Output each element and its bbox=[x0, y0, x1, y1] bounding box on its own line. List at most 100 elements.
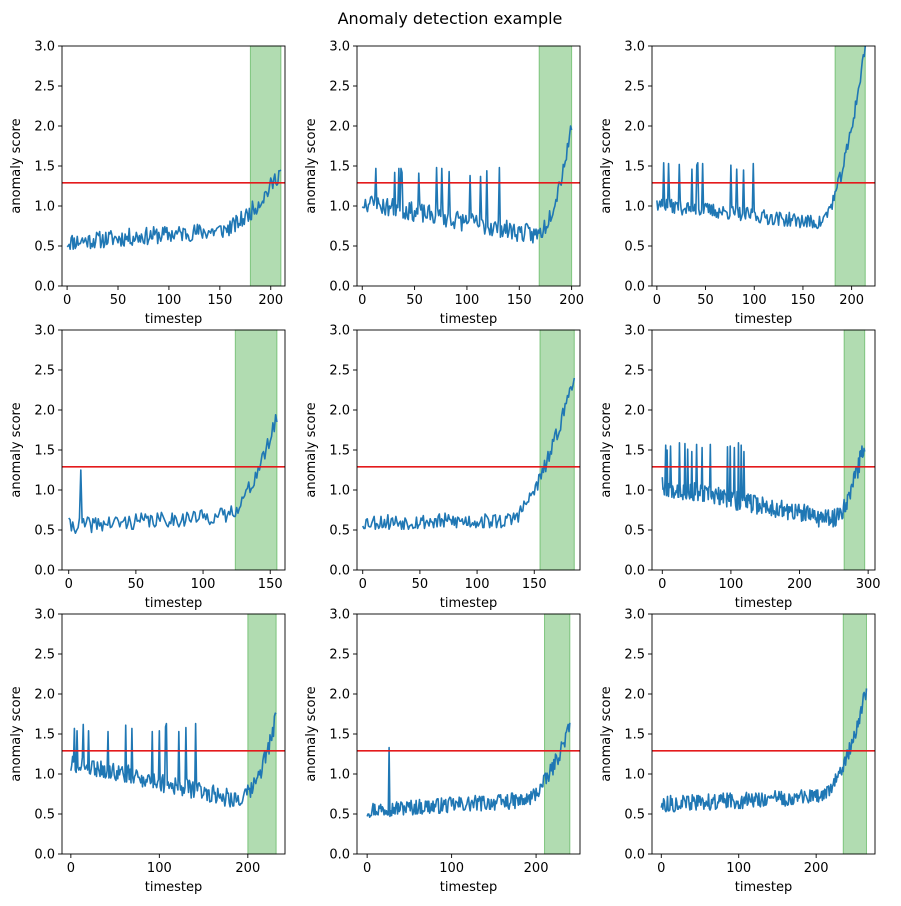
y-tick-label: 1.0 bbox=[624, 200, 645, 215]
y-tick-label: 0.0 bbox=[624, 848, 645, 863]
y-axis-label: anomaly score bbox=[9, 402, 24, 497]
x-tick-label: 150 bbox=[507, 293, 532, 308]
x-tick-label: 100 bbox=[157, 293, 182, 308]
y-tick-label: 1.5 bbox=[329, 728, 350, 743]
x-tick-label: 50 bbox=[406, 293, 423, 308]
y-tick-label: 0.0 bbox=[34, 280, 55, 295]
y-tick-label: 1.0 bbox=[624, 768, 645, 783]
y-tick-label: 0.0 bbox=[624, 280, 645, 295]
x-axis-label: timestep bbox=[735, 596, 793, 611]
x-axis-label: timestep bbox=[145, 312, 203, 327]
y-tick-label: 1.5 bbox=[329, 160, 350, 175]
y-tick-label: 2.5 bbox=[34, 364, 55, 379]
y-tick-label: 3.0 bbox=[34, 324, 55, 339]
x-axis-label: timestep bbox=[735, 312, 793, 327]
x-tick-label: 200 bbox=[258, 293, 283, 308]
x-tick-label: 0 bbox=[358, 293, 366, 308]
anomaly-region bbox=[538, 45, 573, 287]
score-line bbox=[656, 46, 867, 230]
y-tick-label: 2.5 bbox=[329, 80, 350, 95]
x-tick-label: 50 bbox=[697, 293, 714, 308]
x-tick-label: 200 bbox=[559, 293, 584, 308]
subplot-3: 0.0 0.5 1.0 1.5 2.0 2.5 3.0 0 50 100 150 200 timeste… bbox=[599, 40, 876, 327]
score-line bbox=[68, 414, 278, 534]
y-tick-label: 3.0 bbox=[329, 608, 350, 623]
y-tick-label: 0.0 bbox=[329, 280, 350, 295]
score-line bbox=[661, 442, 866, 528]
y-axis-label: anomaly score bbox=[304, 402, 319, 497]
y-tick-label: 3.0 bbox=[329, 324, 350, 339]
x-tick-label: 200 bbox=[524, 861, 549, 876]
subplot-1: 0.0 0.5 1.0 1.5 2.0 2.5 3.0 0 50 100 150 200 timeste… bbox=[9, 40, 286, 327]
y-tick-label: 1.5 bbox=[34, 444, 55, 459]
x-tick-label: 0 bbox=[363, 861, 371, 876]
y-tick-label: 1.0 bbox=[329, 768, 350, 783]
x-tick-label: 100 bbox=[742, 293, 767, 308]
y-tick-label: 1.5 bbox=[34, 160, 55, 175]
y-tick-label: 0.0 bbox=[624, 564, 645, 579]
x-tick-label: 100 bbox=[465, 577, 490, 592]
x-tick-label: 200 bbox=[235, 861, 260, 876]
anomaly-region bbox=[234, 329, 278, 571]
y-axis-label: anomaly score bbox=[599, 686, 614, 781]
y-tick-label: 2.5 bbox=[624, 648, 645, 663]
y-axis-label: anomaly score bbox=[599, 402, 614, 497]
subplot-grid: 0.0 0.5 1.0 1.5 2.0 2.5 3.0 0 50 100 150 200 timeste… bbox=[9, 40, 881, 896]
y-tick-label: 0.0 bbox=[34, 848, 55, 863]
y-tick-label: 2.5 bbox=[624, 80, 645, 95]
y-tick-label: 2.0 bbox=[34, 404, 55, 419]
y-tick-label: 1.0 bbox=[34, 200, 55, 215]
x-tick-label: 150 bbox=[791, 293, 816, 308]
subplot-2: 0.0 0.5 1.0 1.5 2.0 2.5 3.0 0 50 100 150 200 timeste… bbox=[304, 40, 584, 328]
y-tick-label: 0.5 bbox=[34, 808, 55, 823]
x-tick-label: 50 bbox=[128, 577, 145, 592]
score-line bbox=[366, 722, 571, 818]
x-tick-label: 0 bbox=[657, 861, 665, 876]
y-tick-label: 0.5 bbox=[624, 808, 645, 823]
y-tick-label: 2.0 bbox=[329, 404, 350, 419]
x-tick-label: 100 bbox=[147, 861, 172, 876]
x-tick-label: 150 bbox=[258, 577, 283, 592]
x-axis-label: timestep bbox=[145, 596, 203, 611]
subplot-8: 0.0 0.5 1.0 1.5 2.0 2.5 3.0 0 100 200 timestep anom… bbox=[304, 608, 581, 895]
y-axis-label: anomaly score bbox=[599, 118, 614, 213]
x-tick-label: 100 bbox=[718, 577, 743, 592]
x-tick-label: 0 bbox=[359, 577, 367, 592]
y-tick-label: 2.0 bbox=[329, 120, 350, 135]
x-tick-label: 0 bbox=[658, 577, 666, 592]
y-axis-label: anomaly score bbox=[9, 118, 24, 213]
y-axis-label: anomaly score bbox=[304, 118, 319, 213]
x-tick-label: 50 bbox=[412, 577, 429, 592]
x-tick-label: 0 bbox=[67, 861, 75, 876]
y-tick-label: 1.5 bbox=[624, 728, 645, 743]
y-tick-label: 0.5 bbox=[624, 240, 645, 255]
x-tick-label: 200 bbox=[787, 577, 812, 592]
x-tick-label: 0 bbox=[63, 293, 71, 308]
y-tick-label: 0.5 bbox=[329, 808, 350, 823]
y-tick-label: 2.0 bbox=[624, 404, 645, 419]
x-tick-label: 300 bbox=[856, 577, 881, 592]
y-tick-label: 0.0 bbox=[329, 848, 350, 863]
score-line bbox=[361, 125, 573, 244]
score-line bbox=[361, 377, 576, 530]
x-tick-label: 100 bbox=[191, 577, 216, 592]
y-tick-label: 1.0 bbox=[34, 484, 55, 499]
x-tick-label: 150 bbox=[207, 293, 232, 308]
y-tick-label: 0.5 bbox=[624, 524, 645, 539]
x-axis-label: timestep bbox=[735, 880, 793, 895]
y-tick-label: 2.5 bbox=[624, 364, 645, 379]
y-tick-label: 2.5 bbox=[329, 364, 350, 379]
y-tick-label: 2.0 bbox=[624, 688, 645, 703]
subplot-4: 0.0 0.5 1.0 1.5 2.0 2.5 3.0 0 50 100 150 timestep an… bbox=[9, 324, 286, 611]
y-tick-label: 2.5 bbox=[34, 80, 55, 95]
x-axis-label: timestep bbox=[440, 880, 498, 895]
x-axis-label: timestep bbox=[440, 596, 498, 611]
y-tick-label: 0.0 bbox=[329, 564, 350, 579]
y-tick-label: 3.0 bbox=[34, 40, 55, 55]
x-tick-label: 100 bbox=[455, 293, 480, 308]
subplot-7: 0.0 0.5 1.0 1.5 2.0 2.5 3.0 0 100 200 timestep anom… bbox=[9, 608, 286, 895]
y-tick-label: 0.5 bbox=[329, 240, 350, 255]
y-tick-label: 1.0 bbox=[329, 484, 350, 499]
y-tick-label: 2.0 bbox=[624, 120, 645, 135]
